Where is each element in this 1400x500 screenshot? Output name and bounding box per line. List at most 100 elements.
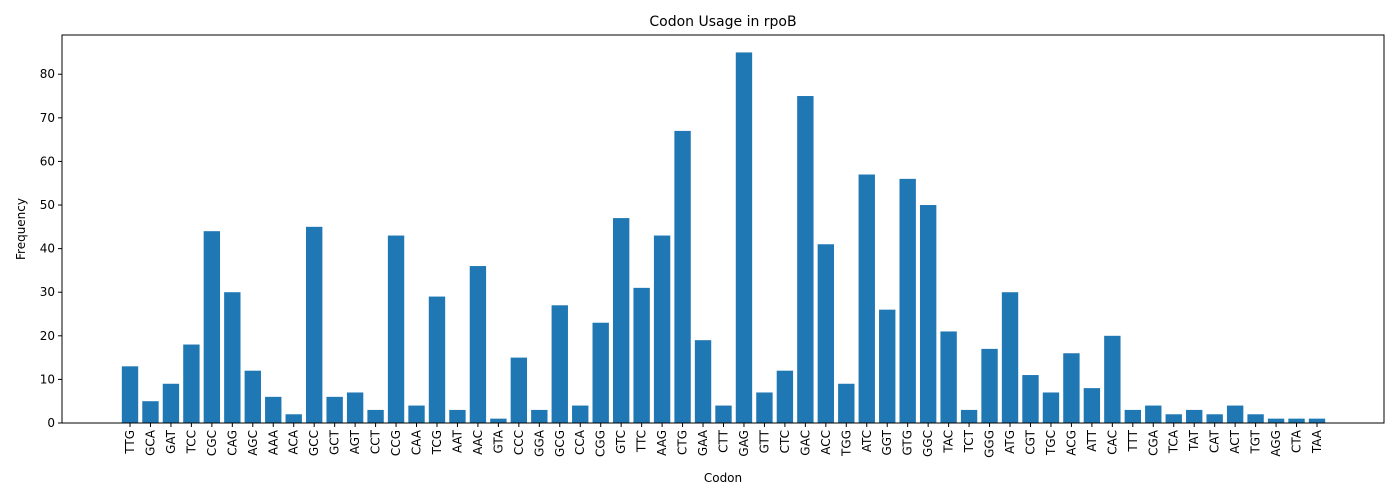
y-tick-label: 60 — [40, 154, 55, 168]
x-tick-label: TCT — [962, 429, 976, 453]
x-tick-label: CTT — [717, 429, 731, 452]
bar-gac — [797, 96, 814, 424]
x-tick-label: CCA — [573, 429, 587, 455]
x-tick-label: GCT — [328, 429, 342, 455]
bar-att — [1083, 388, 1101, 423]
x-tick-label: GCA — [143, 429, 157, 456]
bar-ctt — [715, 405, 732, 423]
x-tick-label: CAT — [1208, 429, 1222, 453]
x-tick-label: ATT — [1085, 429, 1099, 451]
x-tick-label: AAC — [471, 430, 485, 455]
bar-ttc — [633, 287, 650, 423]
bars — [121, 52, 1326, 424]
x-tick-label: CGA — [1146, 429, 1160, 456]
x-tick-label: CCC — [512, 430, 526, 455]
bar-tgg — [838, 383, 855, 423]
bar-gct — [326, 396, 343, 423]
bar-gtg — [899, 178, 916, 423]
bar-atc — [858, 174, 875, 423]
bar-gat — [162, 383, 180, 423]
bar-gcc — [306, 226, 323, 423]
bar-ttg — [121, 366, 139, 423]
y-tick-label: 40 — [40, 242, 55, 256]
bar-aaa — [265, 396, 282, 423]
bar-tgc — [1042, 392, 1060, 423]
bar-ctc — [776, 370, 794, 423]
bar-tcg — [428, 296, 446, 423]
x-tick-label: GTA — [491, 429, 505, 453]
x-tick-label: TTT — [1126, 429, 1140, 452]
x-tick-label: CGT — [1023, 429, 1037, 454]
bar-acg — [1063, 353, 1080, 423]
bar-aac — [469, 266, 487, 423]
bar-tcc — [183, 344, 200, 423]
bar-ggt — [879, 309, 896, 423]
x-tick-label: CTG — [676, 430, 690, 455]
x-tick-label: AGG — [1269, 430, 1283, 457]
bar-agg — [1267, 418, 1285, 423]
bar-cgg — [592, 322, 609, 423]
bar-agc — [244, 370, 261, 423]
bar-tct — [960, 409, 978, 423]
x-tick-label: TTG — [123, 430, 137, 455]
y-tick-label: 20 — [40, 329, 55, 343]
y-tick-label: 0 — [47, 416, 55, 430]
bar-gaa — [694, 340, 712, 423]
x-tick-label: GAG — [737, 430, 751, 457]
x-axis-title: Codon — [704, 471, 742, 485]
bar-cat — [1206, 414, 1223, 423]
plot-frame — [61, 34, 1385, 424]
x-tick-label: TGG — [839, 430, 853, 457]
bar-cca — [572, 405, 589, 423]
x-tick-label: GTC — [614, 430, 628, 454]
bar-agt — [346, 392, 364, 423]
x-tick-label: ATC — [860, 430, 874, 452]
x-tick-label: GGG — [983, 430, 997, 458]
bar-tac — [940, 331, 957, 423]
x-tick-label: GTT — [757, 429, 771, 453]
x-tick-label: GCG — [553, 430, 567, 457]
bar-aag — [653, 235, 671, 423]
x-tick-label: CTC — [778, 430, 792, 453]
x-tick-label: GGA — [532, 429, 546, 457]
bar-atg — [1001, 292, 1019, 423]
x-tick-label: CGG — [594, 430, 608, 457]
bar-aca — [285, 414, 302, 423]
x-tick-label: CCT — [369, 429, 383, 454]
x-tick-label: ACT — [1228, 429, 1242, 453]
x-tick-label: CTA — [1290, 429, 1304, 453]
x-axis: TTG GCA GAT TCC CGC CAG AGC AAA ACA GCC GCT AGT CCT C… — [123, 423, 1324, 458]
x-tick-label: ATG — [1003, 430, 1017, 454]
x-tick-label: CCG — [389, 430, 403, 456]
x-tick-label: TAT — [1187, 429, 1201, 452]
bar-ggc — [919, 205, 937, 423]
x-tick-label: AAG — [655, 430, 669, 456]
y-tick-label: 50 — [40, 198, 55, 212]
x-tick-label: TCA — [1167, 429, 1181, 454]
bar-cag — [224, 292, 241, 423]
x-tick-label: GGC — [921, 430, 935, 457]
x-tick-label: ACA — [287, 429, 301, 454]
x-tick-label: TGC — [1044, 430, 1058, 456]
x-tick-label: AGC — [246, 430, 260, 456]
bar-gga — [531, 409, 548, 423]
bar-cgt — [1022, 375, 1039, 423]
bar-acc — [817, 244, 835, 423]
y-axis: 0 10 20 30 40 50 60 70 80 — [40, 67, 62, 430]
x-tick-label: AGT — [348, 429, 362, 454]
x-tick-label: TGT — [1249, 429, 1263, 454]
x-tick-label: TAC — [942, 430, 956, 454]
bar-cga — [1145, 405, 1162, 423]
x-tick-label: GTG — [901, 430, 915, 456]
x-tick-label: ACC — [819, 430, 833, 455]
y-tick-label: 30 — [40, 285, 55, 299]
x-tick-label: GCC — [307, 430, 321, 456]
bar-gta — [490, 418, 507, 423]
bar-gtt — [756, 392, 773, 423]
x-tick-label: CAC — [1105, 430, 1119, 455]
bar-cac — [1104, 335, 1121, 423]
x-tick-label: GGT — [880, 429, 894, 455]
x-tick-label: AAA — [266, 429, 280, 455]
x-tick-label: CAA — [410, 429, 424, 455]
